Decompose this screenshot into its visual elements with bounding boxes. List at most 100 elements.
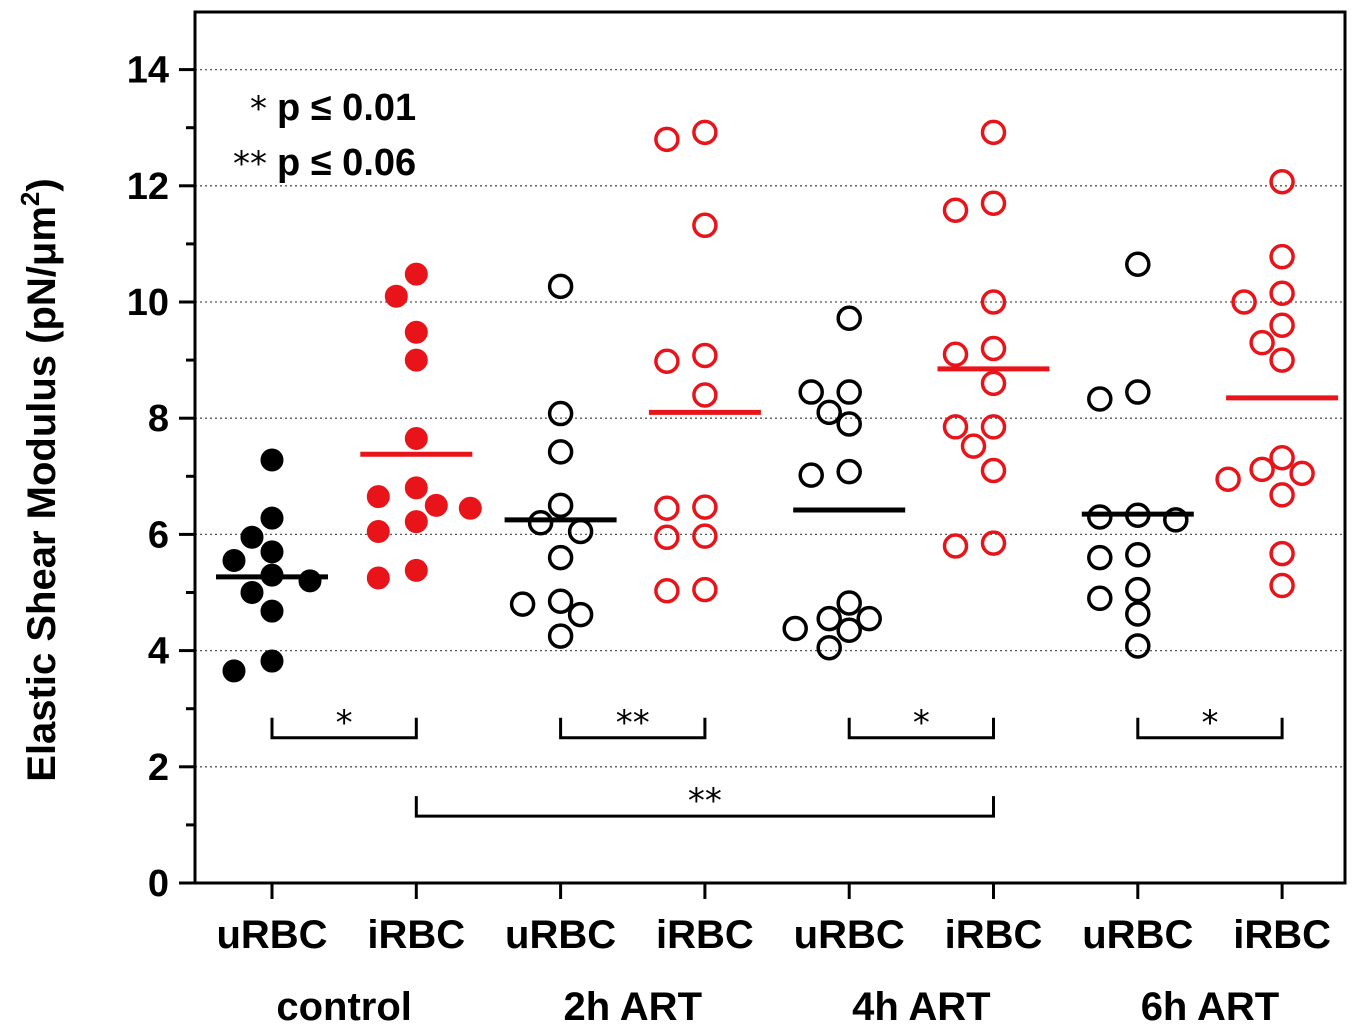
point-1-9 [404, 510, 428, 534]
point-3-5 [692, 382, 718, 408]
point-6-0 [1125, 251, 1151, 277]
point-4-9 [856, 605, 882, 632]
point-6-8 [1125, 576, 1151, 603]
y-tick-label-6: 6 [148, 514, 169, 556]
point-5-8 [942, 414, 969, 440]
point-3-1 [654, 126, 680, 153]
point-3-7 [654, 495, 680, 522]
point-2-0 [547, 273, 574, 300]
bracket-4 [414, 796, 995, 818]
bracket-label-2: * [913, 703, 930, 743]
data-points [222, 119, 1315, 683]
legend-stars-2: ** [233, 144, 267, 184]
point-1-8 [458, 496, 482, 520]
point-6-11 [1125, 633, 1151, 659]
group-label-0: control [276, 985, 412, 1028]
x-tick-label-uRBC-0: uRBC [216, 913, 327, 957]
bracket-1 [559, 717, 707, 740]
plot-frame [193, 10, 1347, 885]
point-4-1 [836, 379, 862, 405]
point-4-8 [816, 605, 842, 632]
point-2-9 [567, 601, 594, 628]
bracket-3 [1136, 717, 1284, 740]
point-3-6 [692, 494, 718, 520]
point-1-0 [404, 262, 428, 286]
point-0-4 [222, 549, 246, 573]
significance-brackets: * ** * *** [270, 703, 1284, 821]
point-6-6 [1125, 541, 1151, 568]
mean-lines [216, 366, 1339, 580]
point-0-10 [222, 659, 246, 683]
bracket-2 [847, 717, 995, 740]
axes: 0 2 4 6 8 10 12 14 uRBC iRBC uRBC iRBC uRBC iRBC uRBC i… [127, 50, 1331, 1028]
point-1-12 [366, 566, 390, 590]
y-axis-title-main: Elastic Shear Modulus (pN/μm [20, 206, 64, 782]
point-6-9 [1087, 585, 1113, 612]
point-5-11 [980, 530, 1007, 556]
point-2-10 [547, 623, 574, 649]
point-7-4 [1269, 312, 1295, 338]
point-7-6 [1269, 347, 1295, 373]
point-1-10 [366, 519, 390, 543]
point-2-5 [567, 518, 594, 545]
legend-stars-1: * [250, 89, 267, 129]
y-tick-label-10: 10 [127, 282, 169, 324]
bracket-label-3: * [1201, 703, 1218, 743]
point-4-6 [798, 462, 824, 488]
point-3-8 [692, 523, 718, 549]
point-5-9 [960, 433, 987, 459]
x-tick-label-iRBC-1: iRBC [367, 913, 465, 957]
point-4-10 [782, 615, 808, 642]
point-5-4 [980, 335, 1007, 362]
point-5-3 [980, 289, 1007, 315]
legend: * p ≤ 0.01 ** p ≤ 0.06 [233, 87, 416, 184]
point-0-9 [260, 649, 284, 673]
point-4-3 [816, 399, 842, 426]
point-3-9 [654, 524, 680, 551]
point-2-2 [547, 439, 574, 465]
point-7-2 [1269, 280, 1295, 307]
point-6-5 [1163, 507, 1189, 533]
point-0-8 [260, 599, 284, 623]
point-7-10 [1215, 466, 1241, 492]
point-0-0 [260, 448, 284, 472]
point-1-1 [384, 284, 408, 308]
point-6-10 [1125, 601, 1151, 627]
point-1-11 [404, 558, 428, 582]
bracket-label-1: ** [616, 703, 650, 743]
point-7-13 [1269, 572, 1295, 599]
y-axis-title-superscript: 2 [15, 192, 45, 206]
point-7-7 [1269, 444, 1295, 471]
bracket-0 [270, 717, 418, 740]
point-5-1 [980, 190, 1007, 216]
point-5-2 [942, 197, 969, 223]
point-2-3 [547, 492, 574, 519]
y-axis-title: Elastic Shear Modulus (pN/μm2) [15, 178, 64, 781]
point-2-7 [547, 588, 574, 614]
point-2-1 [547, 400, 574, 427]
point-0-2 [240, 525, 264, 549]
point-7-9 [1289, 460, 1315, 487]
point-6-4 [1087, 504, 1113, 530]
point-3-2 [692, 212, 718, 239]
point-7-1 [1269, 243, 1295, 270]
point-7-5 [1249, 329, 1275, 356]
point-1-4 [404, 427, 428, 451]
point-7-0 [1269, 168, 1295, 195]
point-1-2 [404, 320, 428, 344]
group-label-1: 2h ART [563, 985, 702, 1028]
y-tick-label-14: 14 [127, 50, 169, 92]
point-4-4 [836, 411, 862, 437]
point-5-0 [980, 119, 1007, 146]
point-2-6 [547, 544, 574, 571]
x-tick-label-uRBC-2: uRBC [505, 913, 616, 957]
gridlines [195, 68, 1345, 768]
point-0-6 [298, 569, 322, 593]
bracket-label-0: * [336, 703, 353, 743]
point-3-11 [654, 578, 680, 604]
point-6-7 [1087, 544, 1113, 571]
point-3-10 [692, 576, 718, 603]
point-3-3 [692, 342, 718, 369]
x-tick-label-iRBC-7: iRBC [1233, 913, 1331, 957]
